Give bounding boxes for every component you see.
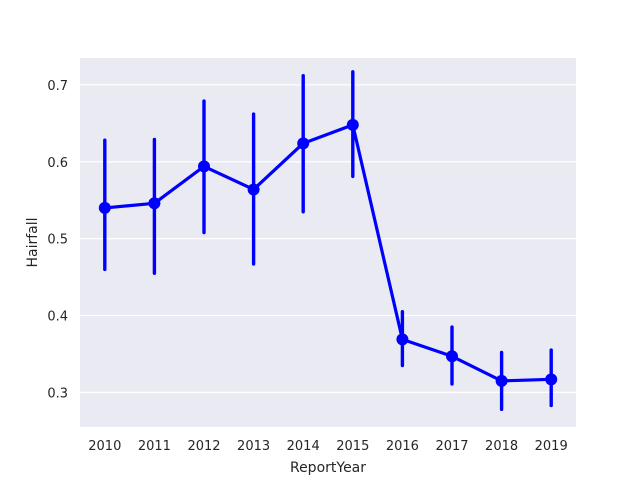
data-points <box>98 118 558 387</box>
x-tick-label: 2014 <box>287 439 320 454</box>
data-point <box>346 118 359 131</box>
data-point <box>446 350 458 363</box>
y-tick-labels: 0.3 0.4 0.5 0.6 0.7 <box>47 79 68 402</box>
y-tick-label: 0.3 <box>47 386 68 401</box>
grid-lines <box>80 84 576 394</box>
x-tick-label: 2016 <box>386 439 419 454</box>
data-point <box>98 201 111 214</box>
x-axis-label: ReportYear <box>290 460 366 476</box>
data-point <box>247 183 260 196</box>
x-tick-label: 2019 <box>535 439 568 454</box>
x-tick-label: 2017 <box>435 439 468 454</box>
data-point <box>198 160 210 173</box>
data-point <box>297 137 310 150</box>
y-tick-label: 0.4 <box>47 310 68 325</box>
x-tick-label: 2011 <box>138 439 171 454</box>
data-point <box>545 373 558 386</box>
x-tick-labels: 2010 2011 2012 2013 2014 2015 2016 2017 2018 2019 <box>88 439 567 454</box>
x-tick-label: 2013 <box>237 439 270 454</box>
series-line <box>104 123 552 383</box>
data-point <box>396 333 409 346</box>
data-point <box>148 197 161 210</box>
y-tick-label: 0.6 <box>47 156 68 171</box>
x-tick-label: 2010 <box>88 439 121 454</box>
y-tick-label: 0.7 <box>47 79 68 94</box>
x-tick-label: 2018 <box>485 439 518 454</box>
y-axis-label: Hairfall <box>25 217 41 267</box>
y-tick-label: 0.5 <box>47 233 68 248</box>
data-point <box>495 374 508 387</box>
x-tick-label: 2015 <box>336 439 369 454</box>
plot-background <box>80 58 576 427</box>
x-tick-label: 2012 <box>187 439 220 454</box>
